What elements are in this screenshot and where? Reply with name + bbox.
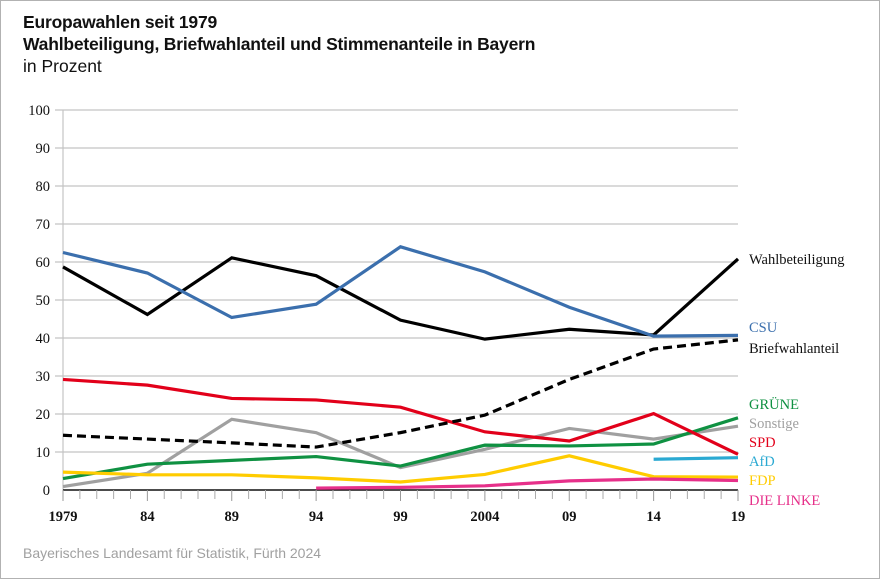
series-line-die-linke bbox=[316, 477, 739, 490]
series-line-wahlbeteiligung bbox=[62, 256, 740, 341]
y-tick-label: 100 bbox=[28, 103, 50, 119]
chart-title: Europawahlen seit 1979 bbox=[23, 12, 218, 32]
x-tick-label: 99 bbox=[393, 509, 408, 525]
series-line-gr-ne bbox=[62, 416, 739, 481]
y-tick-label: 50 bbox=[36, 293, 51, 309]
x-tick-label: 09 bbox=[562, 509, 577, 525]
series-label-sonstige: Sonstige bbox=[749, 416, 799, 432]
x-tick-label: 14 bbox=[646, 509, 661, 525]
x-tick-label: 94 bbox=[309, 509, 324, 525]
x-tick-label: 1979 bbox=[49, 509, 78, 525]
y-tick-label: 0 bbox=[43, 483, 50, 499]
y-tick-label: 20 bbox=[36, 407, 51, 423]
series-line-csu bbox=[62, 245, 739, 338]
series-label-gr-ne: GRÜNE bbox=[749, 396, 799, 413]
y-tick-label: 60 bbox=[36, 255, 51, 271]
series-line-sonstige bbox=[62, 417, 739, 489]
y-axis-unit-label: in Prozent bbox=[23, 56, 102, 76]
y-axis: 0 10 20 30 40 50 60 70 80 90 100 bbox=[28, 103, 64, 499]
series-label-afd: AfD bbox=[749, 454, 775, 470]
series-label-die-linke: DIE LINKE bbox=[749, 493, 820, 509]
y-tick-label: 90 bbox=[36, 141, 51, 157]
x-tick-label: 19 bbox=[731, 509, 746, 525]
series-line-briefwahlanteil bbox=[62, 338, 739, 449]
series-labels: Wahlbeteiligung CSU Briefwahlanteil GRÜNE So… bbox=[749, 252, 844, 509]
series-label-spd: SPD bbox=[749, 435, 776, 451]
source-note: Bayerisches Landesamt für Statistik, Für… bbox=[23, 545, 322, 561]
gridlines bbox=[55, 109, 738, 453]
y-tick-label: 70 bbox=[36, 217, 51, 233]
series-label-csu: CSU bbox=[749, 320, 778, 336]
series-lines bbox=[62, 245, 740, 490]
series-line-afd bbox=[653, 456, 739, 461]
series-label-fdp: FDP bbox=[749, 473, 776, 489]
y-tick-label: 40 bbox=[36, 331, 51, 347]
series-label-briefwahlanteil: Briefwahlanteil bbox=[749, 341, 839, 357]
x-axis: 1979 84 89 94 99 2004 09 14 19 bbox=[49, 489, 746, 525]
series-label-wahlbeteiligung: Wahlbeteiligung bbox=[749, 252, 844, 268]
chart-subtitle: Wahlbeteiligung, Briefwahlanteil und Sti… bbox=[23, 34, 536, 54]
x-tick-label: 2004 bbox=[470, 509, 499, 525]
x-tick-label: 89 bbox=[225, 509, 240, 525]
y-tick-label: 10 bbox=[36, 445, 51, 461]
y-tick-label: 80 bbox=[36, 179, 51, 195]
y-tick-label: 30 bbox=[36, 369, 51, 385]
x-tick-label: 84 bbox=[140, 509, 155, 525]
